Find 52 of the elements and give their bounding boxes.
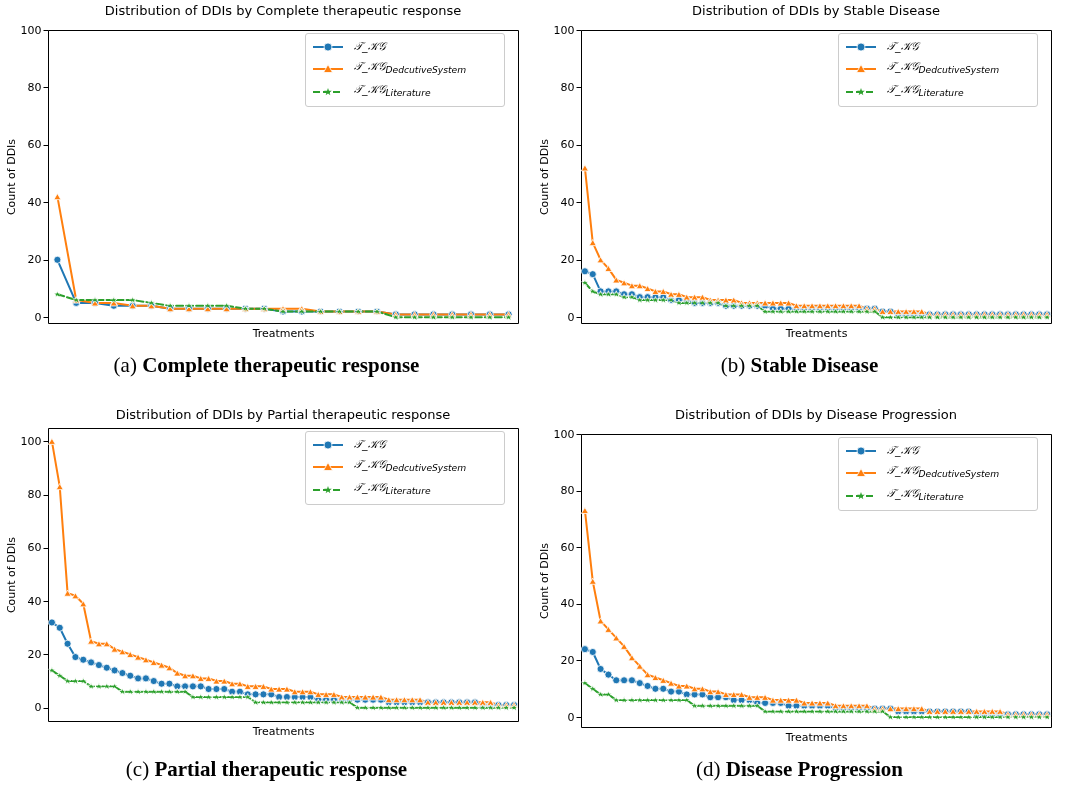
- y-tick-label: 60: [560, 540, 575, 554]
- legend-label: 𝒯_𝒦𝒢$_{Literature}$: [887, 486, 964, 505]
- text: (a) Complete therapeutic response: [113, 353, 420, 377]
- y-tick-label: 100: [20, 23, 42, 37]
- x-axis-title: Treatments: [251, 724, 315, 738]
- chart-title: Distribution of DDIs by Complete therapeutic response: [104, 3, 462, 18]
- legend-label: 𝒯_𝒦𝒢: [354, 39, 386, 55]
- y-tick-label: 0: [567, 310, 575, 324]
- legend-label: 𝒯_𝒦𝒢$_{Literature}$: [354, 82, 431, 101]
- y-tick-label: 0: [34, 701, 42, 715]
- y-tick-label: 100: [20, 434, 42, 448]
- y-tick-label: 100: [553, 427, 575, 441]
- y-tick-label: 80: [27, 488, 42, 502]
- chart-title: Distribution of DDIs by Stable Disease: [692, 3, 940, 18]
- legend-label: 𝒯_𝒦𝒢: [887, 443, 919, 459]
- y-tick-label: 80: [27, 80, 42, 94]
- y-axis-title: Count of DDIs: [537, 542, 551, 620]
- legend-label: 𝒯_𝒦𝒢$_{Literature}$: [887, 82, 964, 101]
- y-tick-label: 40: [27, 594, 42, 608]
- y-tick-label: 60: [560, 138, 575, 152]
- x-axis-title: Treatments: [784, 730, 848, 744]
- y-tick-label: 40: [27, 195, 42, 209]
- y-tick-label: 80: [560, 484, 575, 498]
- chart-title: Distribution of DDIs by Partial therapeutic response: [115, 407, 451, 422]
- legend-label: 𝒯_𝒦𝒢$_{DedcutiveSystem}$: [354, 59, 467, 78]
- y-tick-label: 0: [567, 710, 575, 724]
- y-axis-title: Count of DDIs: [4, 138, 18, 216]
- legend-label: 𝒯_𝒦𝒢$_{DedcutiveSystem}$: [354, 457, 467, 476]
- y-tick-label: 40: [560, 195, 575, 209]
- x-axis-title: Treatments: [251, 326, 315, 340]
- y-tick-label: 60: [27, 541, 42, 555]
- text: (d) Disease Progression: [696, 757, 903, 781]
- y-tick-label: 20: [27, 647, 42, 661]
- y-tick-label: 20: [560, 253, 575, 267]
- x-axis-title: Treatments: [784, 326, 848, 340]
- legend-label: 𝒯_𝒦𝒢$_{Literature}$: [354, 480, 431, 499]
- y-tick-label: 20: [560, 653, 575, 667]
- chart-title: Distribution of DDIs by Disease Progression: [674, 407, 958, 422]
- y-axis-title: Count of DDIs: [537, 138, 551, 216]
- legend-label: 𝒯_𝒦𝒢: [887, 39, 919, 55]
- y-tick-label: 80: [560, 80, 575, 94]
- legend-label: 𝒯_𝒦𝒢$_{DedcutiveSystem}$: [887, 59, 1000, 78]
- y-tick-label: 40: [560, 597, 575, 611]
- legend-label: 𝒯_𝒦𝒢$_{DedcutiveSystem}$: [887, 463, 1000, 482]
- y-tick-label: 20: [27, 253, 42, 267]
- y-tick-label: 60: [27, 138, 42, 152]
- text: (b) Stable Disease: [720, 353, 879, 377]
- legend-label: 𝒯_𝒦𝒢: [354, 437, 386, 453]
- y-tick-label: 0: [34, 310, 42, 324]
- y-axis-title: Count of DDIs: [4, 536, 18, 614]
- y-tick-label: 100: [553, 23, 575, 37]
- text: (c) Partial therapeutic response: [125, 757, 408, 781]
